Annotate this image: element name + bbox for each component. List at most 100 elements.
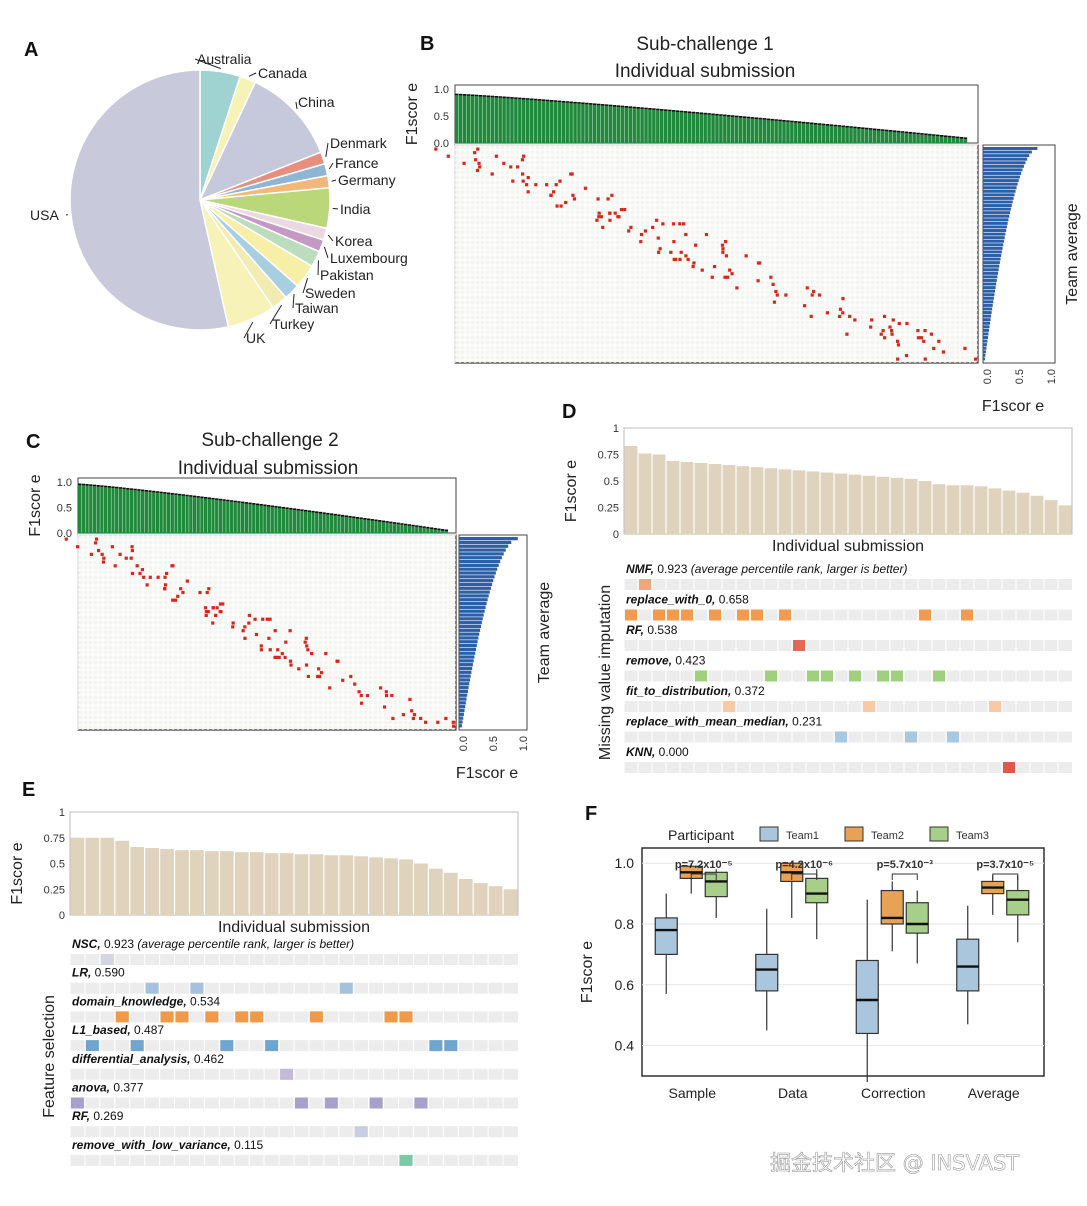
- submission-team-dot: [171, 598, 175, 602]
- panelD-x-axis-title: Individual submission: [772, 538, 924, 555]
- submission-team-dot: [655, 218, 659, 222]
- submission-team-dot: [306, 674, 310, 679]
- team-average-bar: [459, 617, 483, 621]
- submission-bar: [205, 851, 219, 915]
- submission-bar-cap: [616, 105, 621, 107]
- submission-bar: [829, 125, 834, 143]
- panelE-plot-frame: [69, 811, 519, 916]
- panel-letter-b: B: [420, 33, 434, 55]
- submission-bar-cap: [896, 130, 901, 133]
- submission-bar: [211, 499, 215, 533]
- panelE-side-axis-title: Feature selection: [41, 995, 58, 1118]
- submission-team-dot: [204, 613, 208, 618]
- submission-bar-cap: [782, 119, 786, 122]
- submission-bar-cap: [92, 484, 97, 487]
- submission-bar: [736, 466, 750, 534]
- submission-bar: [252, 504, 256, 533]
- y-axis-tick-label: 0.75: [44, 833, 65, 845]
- submission-team-dot: [359, 701, 364, 705]
- submission-bar-cap: [943, 135, 948, 137]
- submission-bar-cap: [107, 486, 111, 488]
- submission-bar-cap: [418, 525, 423, 528]
- team-average-bar: [459, 601, 487, 606]
- submission-team-dot: [444, 716, 448, 721]
- submission-bar-cap: [880, 129, 885, 131]
- submission-bar: [318, 513, 323, 533]
- submission-bar: [932, 135, 936, 143]
- submission-team-dot: [657, 250, 661, 254]
- submission-bar: [337, 515, 341, 533]
- submission-team-dot: [391, 716, 395, 721]
- team-average-bar: [459, 613, 484, 617]
- submission-bar: [396, 524, 400, 533]
- submission-bar: [96, 486, 100, 533]
- submission-bar: [207, 498, 211, 533]
- submission-team-dot: [475, 168, 480, 173]
- submission-team-dot: [215, 606, 219, 610]
- submission-bar-cap: [963, 137, 968, 139]
- submission-bar: [805, 123, 810, 143]
- pie-label-taiwan: Taiwan: [295, 300, 339, 316]
- submission-bar: [389, 523, 393, 533]
- submission-bar: [742, 117, 747, 143]
- submission-bar-cap: [912, 132, 916, 134]
- team-average-bar: [459, 567, 498, 571]
- submission-bar: [175, 850, 189, 915]
- submission-team-dot: [384, 690, 388, 694]
- submission-bar: [249, 852, 264, 915]
- submission-team-dot: [919, 336, 924, 340]
- submission-bar: [820, 472, 834, 534]
- submission-team-dot: [720, 243, 725, 247]
- submission-bar: [160, 849, 174, 915]
- side-axis-tick-label: 1.0: [1046, 369, 1058, 384]
- significance-bracket: [992, 873, 1019, 880]
- submission-bar-cap: [636, 107, 640, 109]
- submission-bar: [130, 847, 145, 915]
- method-mark-domain_knowledge: [309, 1011, 323, 1023]
- submission-bar: [126, 489, 130, 533]
- method-mark-replace_with_mean_median: [947, 731, 959, 743]
- method-mark-replace_with_0: [961, 609, 973, 621]
- submission-bar: [707, 114, 711, 143]
- team-average-bar: [983, 246, 1003, 250]
- submission-team-dot: [198, 590, 202, 595]
- submission-team-dot: [100, 552, 104, 556]
- submission-bar: [333, 515, 337, 533]
- submission-team-dot: [423, 720, 428, 724]
- submission-bar-cap: [687, 111, 692, 114]
- team-average-bar: [983, 236, 1005, 240]
- submission-team-dot: [181, 590, 185, 595]
- submission-team-dot: [261, 617, 265, 621]
- submission-bar-cap: [525, 98, 530, 100]
- submission-team-dot: [478, 165, 482, 169]
- submission-bar-cap: [798, 121, 802, 124]
- submission-team-dot: [869, 325, 873, 329]
- submission-bar: [663, 110, 668, 143]
- submission-team-dot: [179, 587, 183, 591]
- submission-bar-cap: [951, 136, 956, 138]
- panelE-x-axis-title: Individual submission: [218, 919, 370, 936]
- submission-team-dot: [812, 289, 816, 294]
- submission-bar-cap: [285, 507, 289, 509]
- pie-label-leader: [295, 101, 298, 110]
- team-average-bar: [983, 157, 1028, 161]
- submission-bar: [85, 837, 100, 915]
- submission-bar-cap: [203, 496, 208, 499]
- submission-team-dot: [772, 300, 777, 304]
- submission-team-dot: [559, 204, 563, 208]
- pie-label-france: France: [335, 155, 379, 171]
- method-label-L1_based: L1_based, 0.487: [72, 1023, 164, 1037]
- submission-team-dot: [259, 648, 263, 652]
- submission-bar-cap: [248, 502, 252, 505]
- team-average-bar: [983, 289, 996, 293]
- submission-bar-cap: [928, 133, 932, 136]
- submission-team-dot: [726, 275, 730, 279]
- submission-team-dot: [672, 257, 676, 262]
- submission-bar: [652, 454, 666, 534]
- submission-bar: [841, 127, 845, 143]
- submission-bar: [750, 467, 764, 534]
- submission-bar: [648, 109, 652, 143]
- submission-bar-cap: [612, 105, 617, 107]
- submission-bar-cap: [738, 115, 743, 118]
- method-mark-remove: [877, 670, 889, 682]
